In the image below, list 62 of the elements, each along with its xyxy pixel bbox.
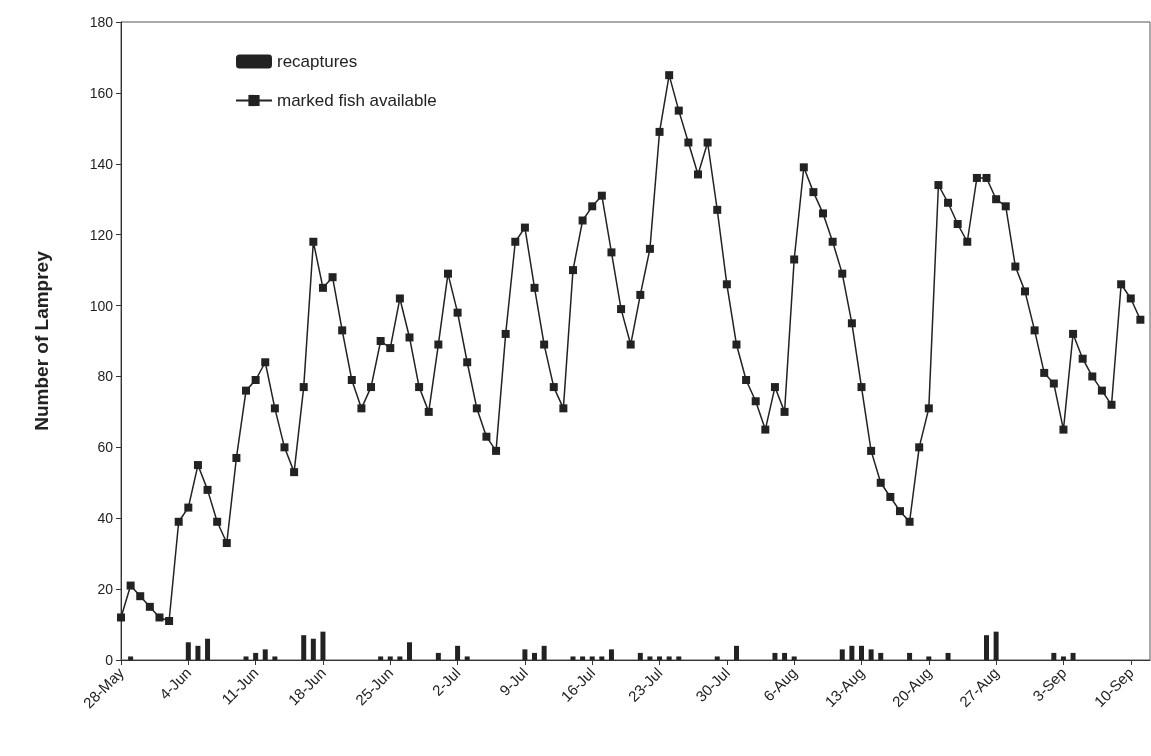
bar <box>532 652 538 660</box>
bar <box>599 656 605 660</box>
bar <box>984 635 990 660</box>
bar <box>868 649 874 660</box>
y-tick-label: 180 <box>89 14 114 30</box>
bar <box>195 645 201 660</box>
bar <box>791 656 797 660</box>
y-tick-label: 80 <box>97 368 114 385</box>
bar <box>378 656 384 660</box>
bar <box>243 656 249 660</box>
bar <box>839 649 845 660</box>
bar <box>714 656 720 660</box>
bar <box>570 656 576 660</box>
bar <box>945 652 951 660</box>
bar <box>272 656 278 660</box>
y-tick-label: 0 <box>105 652 114 668</box>
bar <box>397 656 403 660</box>
bar <box>878 652 884 660</box>
bar <box>589 656 595 660</box>
bar <box>301 635 307 660</box>
bar <box>464 656 470 660</box>
bar <box>320 631 326 660</box>
legend-label: marked fish available <box>277 91 437 110</box>
bar <box>993 631 999 660</box>
bar <box>253 652 259 660</box>
bar <box>541 645 547 660</box>
bar <box>657 656 663 660</box>
bar <box>310 638 316 660</box>
bar <box>782 652 788 660</box>
bar <box>676 656 682 660</box>
y-tick-label: 20 <box>97 581 114 598</box>
bar <box>637 652 643 660</box>
bar <box>435 652 441 660</box>
bar <box>666 656 672 660</box>
y-tick-label: 160 <box>89 84 114 101</box>
bar <box>407 642 412 660</box>
bar <box>185 642 191 660</box>
bar <box>849 645 855 660</box>
bar <box>128 656 134 660</box>
y-tick-label: 120 <box>89 226 114 243</box>
bar <box>522 649 528 660</box>
bar <box>205 638 211 660</box>
bar <box>926 656 932 660</box>
bar <box>1051 652 1057 660</box>
y-axis-title: Number of Lamprey <box>31 250 52 431</box>
legend-label: recaptures <box>277 52 358 71</box>
y-tick-label: 140 <box>89 155 114 172</box>
bar <box>387 656 393 660</box>
bar <box>580 656 586 660</box>
bar <box>733 645 739 660</box>
bar <box>1070 652 1076 660</box>
bar <box>455 645 461 660</box>
bar <box>772 652 778 660</box>
bar <box>859 645 864 660</box>
bar <box>262 649 268 660</box>
bar <box>907 652 913 660</box>
y-tick-label: 40 <box>97 510 114 527</box>
y-tick-label: 60 <box>97 439 114 456</box>
bar <box>608 649 614 660</box>
bar <box>647 656 653 660</box>
bar <box>1060 656 1066 660</box>
y-tick-label: 100 <box>89 297 114 314</box>
